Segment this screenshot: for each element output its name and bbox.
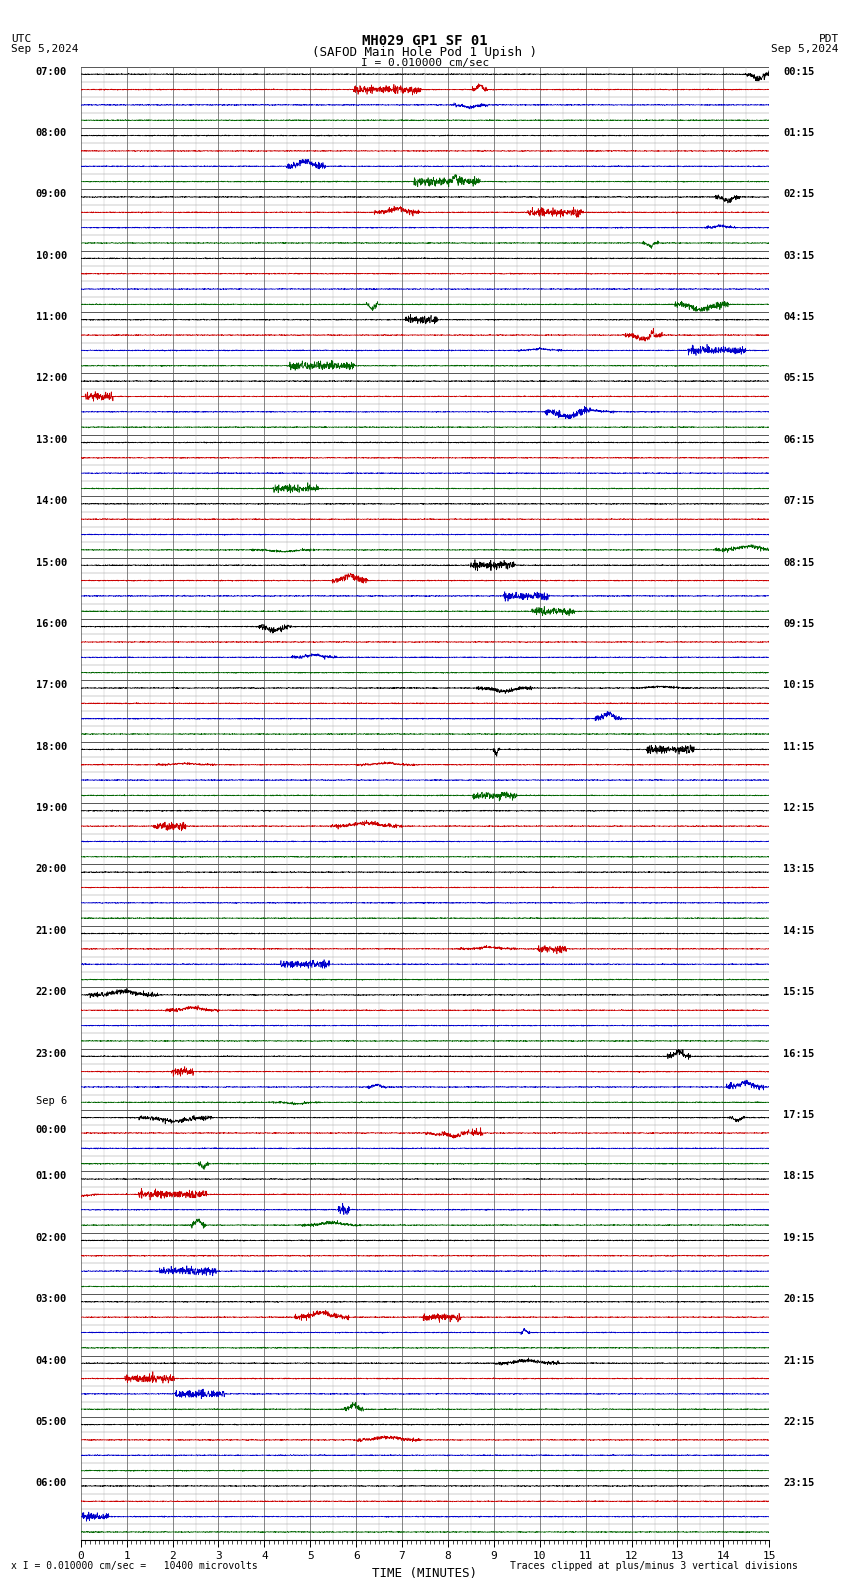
- Text: 05:15: 05:15: [783, 374, 814, 383]
- Text: Sep 6: Sep 6: [36, 1096, 67, 1106]
- Text: 21:15: 21:15: [783, 1356, 814, 1365]
- Text: 09:00: 09:00: [36, 188, 67, 200]
- Text: 13:00: 13:00: [36, 434, 67, 445]
- Text: 22:00: 22:00: [36, 987, 67, 998]
- Text: 16:15: 16:15: [783, 1049, 814, 1058]
- Text: 15:00: 15:00: [36, 558, 67, 567]
- Text: 02:00: 02:00: [36, 1232, 67, 1243]
- Text: 15:15: 15:15: [783, 987, 814, 998]
- Text: 12:00: 12:00: [36, 374, 67, 383]
- Text: 11:15: 11:15: [783, 741, 814, 752]
- Text: 10:00: 10:00: [36, 250, 67, 261]
- Text: MH029 GP1 SF 01: MH029 GP1 SF 01: [362, 33, 488, 48]
- X-axis label: TIME (MINUTES): TIME (MINUTES): [372, 1567, 478, 1579]
- Text: Traces clipped at plus/minus 3 vertical divisions: Traces clipped at plus/minus 3 vertical …: [510, 1562, 798, 1571]
- Text: 07:15: 07:15: [783, 496, 814, 507]
- Text: 05:00: 05:00: [36, 1416, 67, 1427]
- Text: 14:15: 14:15: [783, 925, 814, 936]
- Text: 08:00: 08:00: [36, 128, 67, 138]
- Text: 09:15: 09:15: [783, 619, 814, 629]
- Text: 18:00: 18:00: [36, 741, 67, 752]
- Text: 00:15: 00:15: [783, 67, 814, 76]
- Text: 00:00: 00:00: [36, 1125, 67, 1136]
- Text: 04:15: 04:15: [783, 312, 814, 322]
- Text: UTC: UTC: [11, 33, 31, 44]
- Text: 06:00: 06:00: [36, 1478, 67, 1489]
- Text: 04:00: 04:00: [36, 1356, 67, 1365]
- Text: 14:00: 14:00: [36, 496, 67, 507]
- Text: I = 0.010000 cm/sec: I = 0.010000 cm/sec: [361, 57, 489, 68]
- Text: 19:00: 19:00: [36, 803, 67, 813]
- Text: 17:15: 17:15: [783, 1110, 814, 1120]
- Text: 03:00: 03:00: [36, 1294, 67, 1304]
- Text: 23:00: 23:00: [36, 1049, 67, 1058]
- Text: 23:15: 23:15: [783, 1478, 814, 1489]
- Text: 13:15: 13:15: [783, 865, 814, 874]
- Text: 17:00: 17:00: [36, 680, 67, 691]
- Text: 18:15: 18:15: [783, 1172, 814, 1182]
- Text: (SAFOD Main Hole Pod 1 Upish ): (SAFOD Main Hole Pod 1 Upish ): [313, 46, 537, 59]
- Text: 06:15: 06:15: [783, 434, 814, 445]
- Text: 20:00: 20:00: [36, 865, 67, 874]
- Text: 11:00: 11:00: [36, 312, 67, 322]
- Text: 21:00: 21:00: [36, 925, 67, 936]
- Text: 07:00: 07:00: [36, 67, 67, 76]
- Text: x I = 0.010000 cm/sec =   10400 microvolts: x I = 0.010000 cm/sec = 10400 microvolts: [11, 1562, 258, 1571]
- Text: 01:15: 01:15: [783, 128, 814, 138]
- Text: Sep 5,2024: Sep 5,2024: [11, 44, 78, 54]
- Text: 19:15: 19:15: [783, 1232, 814, 1243]
- Text: 08:15: 08:15: [783, 558, 814, 567]
- Text: 10:15: 10:15: [783, 680, 814, 691]
- Text: 03:15: 03:15: [783, 250, 814, 261]
- Text: 02:15: 02:15: [783, 188, 814, 200]
- Text: 01:00: 01:00: [36, 1172, 67, 1182]
- Text: 16:00: 16:00: [36, 619, 67, 629]
- Text: 20:15: 20:15: [783, 1294, 814, 1304]
- Text: 12:15: 12:15: [783, 803, 814, 813]
- Text: Sep 5,2024: Sep 5,2024: [772, 44, 839, 54]
- Text: 22:15: 22:15: [783, 1416, 814, 1427]
- Text: PDT: PDT: [819, 33, 839, 44]
